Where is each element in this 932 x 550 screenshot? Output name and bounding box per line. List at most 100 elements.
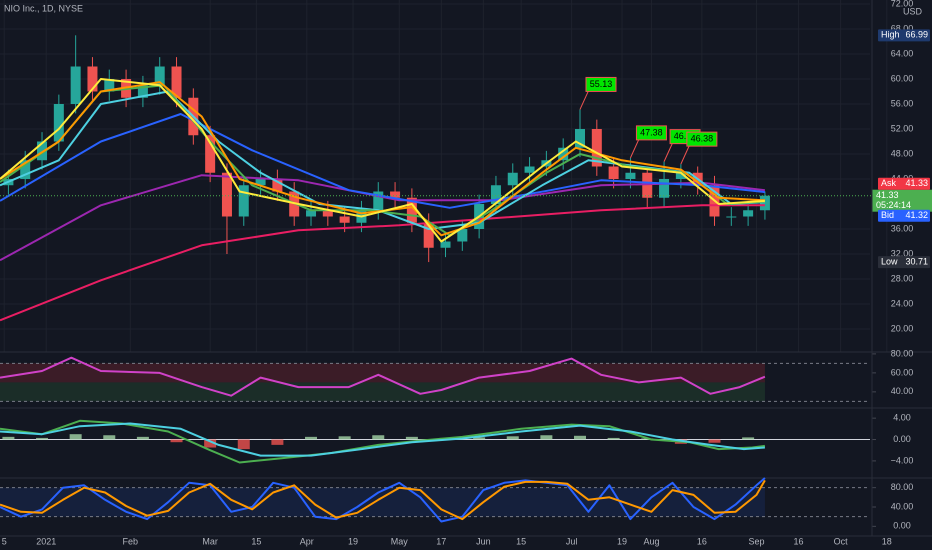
candle-body	[726, 216, 737, 218]
candle-body	[272, 179, 283, 192]
annotation-label: 55.13	[590, 79, 613, 89]
y-tick-label: 48.00	[891, 148, 914, 158]
indicator-line	[0, 422, 765, 457]
x-tick-label: Jun	[476, 536, 491, 546]
y-tick-label: 0.00	[893, 434, 911, 444]
y-tick-label: 80.00	[891, 348, 914, 358]
y-tick-label: 60.00	[891, 73, 914, 83]
x-tick-label: 17	[436, 536, 446, 546]
x-tick-label: 16	[794, 536, 804, 546]
candle-body	[238, 185, 249, 217]
price-label-value: 30.71	[905, 256, 928, 266]
x-tick-label: 19	[348, 536, 358, 546]
candle-body	[743, 210, 754, 217]
candle-body	[675, 172, 686, 179]
currency-label: USD	[903, 6, 923, 16]
x-tick-label: 5	[2, 536, 7, 546]
x-tick-label: Sep	[749, 536, 765, 546]
histogram-bar	[36, 437, 49, 440]
x-tick-label: Mar	[202, 536, 218, 546]
x-tick-label: 15	[251, 536, 261, 546]
candle-body	[154, 66, 165, 86]
x-tick-label: Apr	[300, 536, 314, 546]
candle-body	[104, 79, 115, 92]
x-tick-label: Oct	[834, 536, 849, 546]
candle-body	[423, 222, 434, 248]
annotation-box	[686, 131, 718, 147]
price-label-box	[878, 256, 930, 269]
indicator-line	[0, 356, 766, 397]
candle-body	[137, 85, 148, 98]
indicator-line	[0, 113, 766, 209]
histogram-bar	[742, 437, 755, 440]
band	[0, 363, 765, 383]
x-tick-label: 16	[697, 536, 707, 546]
candle-body	[490, 185, 501, 204]
candle-body	[20, 160, 31, 179]
y-tick-label: 20.00	[891, 323, 914, 333]
candle-body	[608, 166, 619, 179]
candle-body	[255, 179, 266, 186]
candle-body	[591, 129, 602, 167]
candle-body	[440, 241, 451, 248]
x-tick-label: 18	[882, 536, 892, 546]
candle-body	[575, 129, 585, 148]
x-tick-label: Aug	[643, 536, 659, 546]
y-tick-label: 72.00	[891, 0, 914, 8]
price-label-name: Ask	[881, 178, 897, 188]
candle-body	[373, 191, 384, 211]
indicator-line	[0, 81, 765, 237]
y-tick-label: 56.00	[891, 98, 914, 108]
candle-body	[221, 172, 232, 217]
candle-body	[507, 172, 518, 186]
candle-body	[70, 66, 81, 104]
price-label-box	[878, 29, 930, 42]
histogram-bar	[574, 435, 586, 440]
price-label-name: Bid	[881, 210, 894, 220]
candle-body	[339, 216, 350, 223]
histogram-bar	[607, 437, 620, 440]
y-tick-label: 40.00	[891, 501, 914, 511]
histogram-bar	[237, 439, 250, 450]
histogram-bar	[170, 439, 183, 443]
candle-body	[37, 141, 48, 161]
x-tick-label: Feb	[123, 536, 139, 546]
histogram-bar	[69, 434, 82, 440]
band	[0, 382, 765, 402]
histogram-bar	[405, 436, 418, 440]
annotation-label: 46.78	[674, 131, 697, 141]
x-tick-label: Jul	[566, 536, 578, 546]
candle-body	[53, 104, 64, 142]
y-tick-label: 52.00	[891, 123, 914, 133]
histogram-bar	[103, 435, 116, 440]
x-tick-label: 19	[617, 536, 627, 546]
histogram-bar	[540, 435, 553, 440]
annotation-box	[635, 125, 667, 141]
y-tick-label: 28.00	[891, 273, 914, 283]
candle-body	[322, 210, 333, 217]
y-tick-label: 0.00	[893, 521, 911, 531]
y-tick-label: −4.00	[891, 455, 914, 465]
annotation-box	[585, 76, 617, 92]
histogram-bar	[271, 439, 284, 445]
candle-body	[625, 172, 636, 179]
histogram-bar	[204, 439, 217, 448]
x-tick-label: 15	[516, 536, 526, 546]
annotation-label: 47.38	[640, 127, 663, 137]
histogram-bar	[473, 437, 486, 440]
x-tick-label: May	[391, 536, 409, 546]
histogram-bar	[506, 436, 519, 440]
candle-body	[659, 179, 670, 198]
last-price-label: 41.33	[876, 190, 899, 200]
price-label-value: 66.99	[905, 30, 928, 40]
indicator-line	[0, 479, 766, 521]
histogram-bar	[305, 436, 318, 440]
candle-body	[205, 135, 216, 173]
histogram-bar	[136, 436, 149, 440]
price-label-box	[878, 209, 930, 222]
x-tick-label: 2021	[36, 536, 56, 546]
candle-body	[87, 66, 98, 92]
candle-body	[457, 229, 468, 242]
